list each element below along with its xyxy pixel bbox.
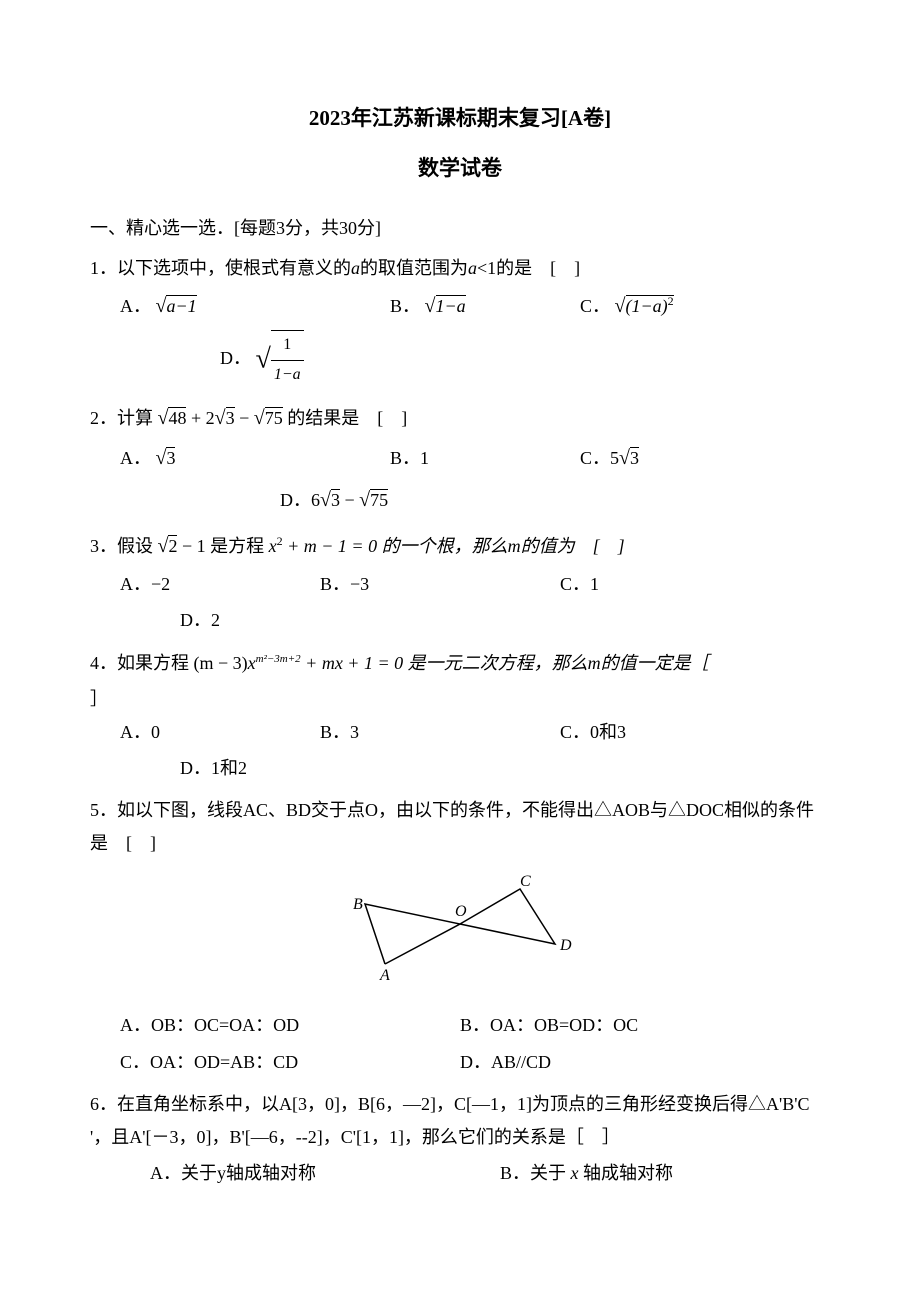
q1-text: 1．以下选项中，使根式有意义的a的取值范围为a<1的是 [ ] xyxy=(90,252,830,284)
q5-options: A．OB：OC=OA：OD B．OA：OB=OD：OC xyxy=(90,1009,830,1045)
q4-options: A．0 B．3 C．0和3 D．1和2 xyxy=(90,716,830,785)
q3-options: A．−2 B．−3 C．1 D．2 xyxy=(90,568,830,637)
q2-options: A． √3 B．1 C．5√3 D．6√3 − √75 xyxy=(90,440,830,518)
q4-option-b: B．3 xyxy=(320,716,540,748)
q4-option-c: C．0和3 xyxy=(560,716,626,748)
section-1-header: 一、精心选一选．[每题3分，共30分] xyxy=(90,212,830,244)
svg-text:O: O xyxy=(455,903,467,920)
question-2: 2．计算 √48 + 2√3 − √75 的结果是 [ ] A． √3 B．1 … xyxy=(90,400,830,518)
svg-text:B: B xyxy=(353,896,363,913)
q3-option-b: B．−3 xyxy=(320,568,540,600)
q1-option-b: B． √1−a xyxy=(390,288,560,324)
q2-option-c: C．5√3 xyxy=(580,440,760,476)
q1-option-d: D． √ 1 1−a xyxy=(120,330,830,390)
q5-diagram: B A O C D xyxy=(90,874,830,994)
question-6: 6．在直角坐标系中，以A[3，0]，B[6，—2]，C[—1，1]为顶点的三角形… xyxy=(90,1088,830,1193)
q6-text: 6．在直角坐标系中，以A[3，0]，B[6，—2]，C[—1，1]为顶点的三角形… xyxy=(90,1088,830,1153)
q1-options: A． √a−1 B． √1−a C． √(1−a)2 D． √ 1 1−a xyxy=(90,288,830,390)
q1-option-a: A． √a−1 xyxy=(120,288,370,324)
q4-option-a: A．0 xyxy=(120,716,300,748)
q2-option-a: A． √3 xyxy=(120,440,370,476)
q3-option-d: D．2 xyxy=(120,604,830,636)
q2-option-d: D．6√3 − √75 xyxy=(120,482,830,518)
q6-options: A．关于y轴成轴对称 B．关于 x 轴成轴对称 xyxy=(90,1157,830,1193)
exam-subtitle: 数学试卷 xyxy=(90,150,830,188)
svg-text:D: D xyxy=(559,937,572,954)
question-4: 4．如果方程 (m − 3)xm²−3m+2 + mx + 1 = 0 是一元二… xyxy=(90,647,830,785)
question-5: 5．如以下图，线段AC、BD交于点O，由以下的条件，不能得出△AOB与△DOC相… xyxy=(90,794,830,1082)
q1-option-c: C． √(1−a)2 xyxy=(580,288,730,324)
q6-option-a: A．关于y轴成轴对称 xyxy=(90,1157,470,1189)
q5-option-b: B．OA：OB=OD：OC xyxy=(430,1009,770,1041)
q2-option-b: B．1 xyxy=(390,442,560,474)
q5-option-c: C．OA：OD=AB：CD xyxy=(90,1046,430,1078)
q3-option-a: A．−2 xyxy=(120,568,300,600)
q5-option-d: D．AB//CD xyxy=(430,1046,770,1078)
q4-bracket-close: ］ xyxy=(90,683,830,715)
q3-text: 3．假设 √2 − 1 是方程 x2 + m − 1 = 0 的一个根，那么m的… xyxy=(90,528,830,564)
q6-option-b: B．关于 x 轴成轴对称 xyxy=(470,1157,770,1189)
q4-text: 4．如果方程 (m − 3)xm²−3m+2 + mx + 1 = 0 是一元二… xyxy=(90,647,830,679)
q5-text: 5．如以下图，线段AC、BD交于点O，由以下的条件，不能得出△AOB与△DOC相… xyxy=(90,794,830,859)
q5-option-a: A．OB：OC=OA：OD xyxy=(90,1009,430,1041)
q2-text: 2．计算 √48 + 2√3 − √75 的结果是 [ ] xyxy=(90,400,830,436)
exam-title: 2023年江苏新课标期末复习[A卷] xyxy=(90,100,830,138)
svg-text:A: A xyxy=(379,967,390,984)
question-3: 3．假设 √2 − 1 是方程 x2 + m − 1 = 0 的一个根，那么m的… xyxy=(90,528,830,637)
question-1: 1．以下选项中，使根式有意义的a的取值范围为a<1的是 [ ] A． √a−1 … xyxy=(90,252,830,390)
svg-text:C: C xyxy=(520,874,531,890)
q4-option-d: D．1和2 xyxy=(120,752,830,784)
q3-option-c: C．1 xyxy=(560,568,740,600)
